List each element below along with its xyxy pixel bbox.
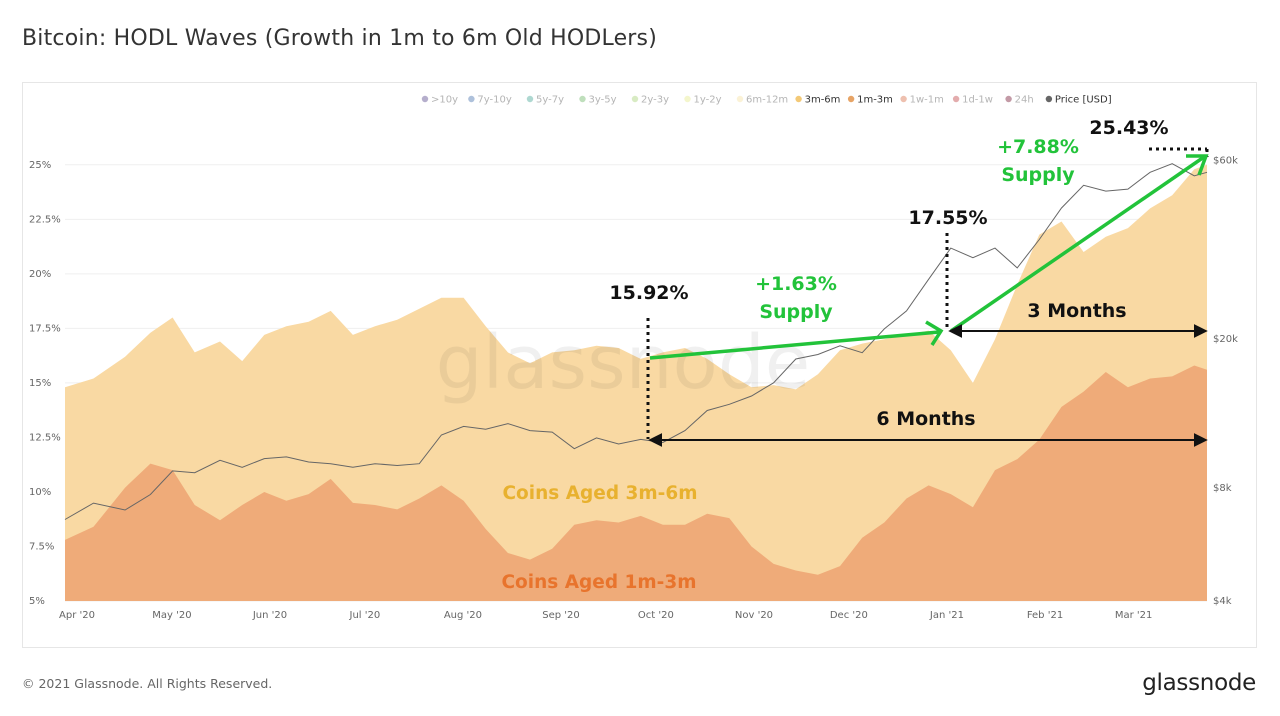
x-tick-label: Oct '20 bbox=[638, 610, 674, 621]
legend-swatch bbox=[952, 95, 960, 103]
label-25-43: 25.43% bbox=[1089, 117, 1168, 139]
legend-item: 7y-10y bbox=[468, 95, 512, 106]
page-title: Bitcoin: HODL Waves (Growth in 1m to 6m … bbox=[22, 26, 657, 51]
label-15-92: 15.92% bbox=[609, 282, 688, 304]
legend-item: 1m-3m bbox=[847, 95, 893, 106]
y-right-tick-label: $60k bbox=[1213, 155, 1238, 166]
label-coins-3m-6m: Coins Aged 3m-6m bbox=[502, 483, 697, 504]
y-tick-label: 15% bbox=[29, 378, 51, 389]
legend-label: 2y-3y bbox=[641, 95, 669, 106]
legend-item: 1w-1m bbox=[900, 95, 944, 106]
x-tick-label: Aug '20 bbox=[444, 610, 482, 621]
legend-label: Price [USD] bbox=[1055, 95, 1112, 106]
x-tick-label: Apr '20 bbox=[59, 610, 95, 621]
legend-label: 6m-12m bbox=[746, 95, 788, 106]
y-right-tick-label: $4k bbox=[1213, 596, 1232, 607]
y-tick-label: 22.5% bbox=[29, 214, 61, 225]
label-3-months: 3 Months bbox=[1027, 300, 1126, 322]
growth-arrow-2 bbox=[950, 155, 1205, 333]
label-17-55: 17.55% bbox=[908, 207, 987, 229]
label-coins-1m-3m: Coins Aged 1m-3m bbox=[501, 572, 696, 593]
x-tick-label: Nov '20 bbox=[735, 610, 773, 621]
x-tick-label: Jul '20 bbox=[349, 610, 381, 621]
legend-item: Price [USD] bbox=[1045, 95, 1112, 106]
y-tick-label: 5% bbox=[29, 596, 45, 607]
legend-swatch bbox=[631, 95, 639, 103]
legend-swatch bbox=[526, 95, 534, 103]
legend-label: 1w-1m bbox=[910, 95, 944, 106]
legend-item: 3m-6m bbox=[795, 95, 840, 106]
legend-label: 1y-2y bbox=[694, 95, 722, 106]
y-tick-label: 7.5% bbox=[29, 541, 54, 552]
legend-swatch bbox=[684, 95, 691, 103]
hodl-waves-chart: 5% 7.5% 10% 12.5% 15% 17.5% 20% 22.5% 25% glassno… bbox=[29, 95, 1238, 622]
legend-swatch bbox=[847, 95, 855, 103]
legend-label: 3y-5y bbox=[589, 95, 617, 106]
chart-frame: 5% 7.5% 10% 12.5% 15% 17.5% 20% 22.5% 25% glassno… bbox=[22, 82, 1257, 648]
y-tick-label: 20% bbox=[29, 269, 51, 280]
legend-swatch bbox=[736, 95, 744, 103]
legend-swatch bbox=[795, 95, 802, 103]
legend-item: 1d-1w bbox=[952, 95, 993, 106]
y-tick-label: 17.5% bbox=[29, 323, 61, 334]
x-tick-label: Dec '20 bbox=[830, 610, 868, 621]
legend-item: 6m-12m bbox=[736, 95, 788, 106]
legend-label: 3m-6m bbox=[805, 95, 841, 106]
legend-item: 1y-2y bbox=[684, 95, 722, 106]
legend-item: 2y-3y bbox=[631, 95, 669, 106]
legend-label: 1d-1w bbox=[962, 95, 993, 106]
legend-label: 24h bbox=[1015, 95, 1034, 106]
growth-arrow-1 bbox=[649, 330, 940, 360]
x-tick-label: May '20 bbox=[152, 610, 191, 621]
legend-swatch bbox=[900, 95, 907, 103]
legend-label: 1m-3m bbox=[857, 95, 893, 106]
legend-swatch bbox=[1045, 95, 1053, 103]
legend-label: >10y bbox=[431, 95, 458, 106]
label-plus-1-63: +1.63% bbox=[755, 273, 837, 295]
copyright-text: © 2021 Glassnode. All Rights Reserved. bbox=[22, 676, 273, 691]
legend-item: 3y-5y bbox=[579, 95, 617, 106]
legend-item: 5y-7y bbox=[526, 95, 564, 106]
growth-arrow-2-head bbox=[1186, 154, 1209, 176]
legend-swatch bbox=[421, 95, 429, 103]
x-tick-label: Jun '20 bbox=[252, 610, 287, 621]
x-tick-label: Sep '20 bbox=[542, 610, 580, 621]
watermark: glassnode bbox=[436, 320, 811, 406]
legend-swatch bbox=[579, 95, 586, 103]
growth-arrow-1-head bbox=[925, 320, 944, 346]
y-tick-label: 25% bbox=[29, 160, 51, 171]
area-1m-3m bbox=[65, 365, 1207, 601]
x-tick-label: Jan '21 bbox=[929, 610, 964, 621]
y-right-tick-label: $8k bbox=[1213, 483, 1232, 494]
legend-label: 7y-10y bbox=[477, 95, 511, 106]
label-supply-1: Supply bbox=[759, 301, 833, 323]
y-tick-label: 10% bbox=[29, 487, 51, 498]
label-6-months: 6 Months bbox=[876, 408, 975, 430]
legend-item: >10y bbox=[421, 95, 458, 106]
y-right-tick-label: $20k bbox=[1213, 334, 1238, 345]
legend-item: 24h bbox=[1005, 95, 1034, 106]
label-plus-7-88: +7.88% bbox=[997, 136, 1079, 158]
legend-label: 5y-7y bbox=[536, 95, 564, 106]
label-supply-2: Supply bbox=[1001, 164, 1075, 186]
y-tick-label: 12.5% bbox=[29, 432, 61, 443]
glassnode-logo[interactable]: glassnode bbox=[1142, 670, 1256, 696]
legend-swatch bbox=[468, 95, 475, 103]
legend-swatch bbox=[1005, 95, 1012, 103]
x-tick-label: Feb '21 bbox=[1027, 610, 1063, 621]
x-tick-label: Mar '21 bbox=[1115, 610, 1153, 621]
